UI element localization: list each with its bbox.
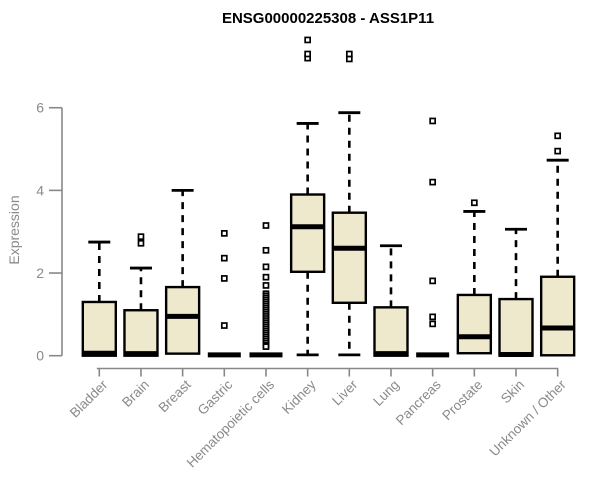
- x-tick-label: Unknown / Other: [487, 377, 570, 460]
- outlier-point: [345, 50, 353, 58]
- box-unknown-other: [539, 275, 576, 357]
- y-tick-label: 4: [36, 182, 44, 198]
- box-liver: [331, 211, 368, 304]
- x-tick-label: Kidney: [279, 377, 319, 417]
- chart-title: ENSG00000225308 - ASS1P11: [221, 10, 435, 27]
- outlier-point: [137, 233, 145, 241]
- y-tick-label: 0: [36, 348, 44, 364]
- x-tick-label: Gastric: [195, 377, 236, 418]
- x-tick-label: Bladder: [67, 377, 111, 421]
- outlier-point: [429, 178, 437, 186]
- outlier-point: [429, 277, 437, 285]
- outlier-point: [220, 230, 228, 237]
- outlier-point: [554, 132, 562, 140]
- outlier-point: [429, 117, 437, 125]
- outlier-point: [137, 239, 145, 247]
- x-tick-label: Breast: [156, 377, 194, 415]
- outlier-point: [262, 282, 270, 289]
- outlier-point: [262, 246, 270, 254]
- outlier-point: [470, 199, 478, 207]
- box-brain: [123, 309, 159, 357]
- box-lung: [373, 306, 409, 357]
- box-kidney: [289, 193, 326, 274]
- outlier-point: [304, 36, 311, 44]
- outlier-point: [304, 50, 311, 58]
- y-tick-label: 2: [36, 265, 44, 281]
- outlier-point: [262, 263, 270, 271]
- box-bladder: [81, 300, 118, 357]
- x-tick-label: Brain: [119, 377, 152, 410]
- outlier-point: [220, 322, 228, 329]
- x-tick-label: Pancreas: [393, 377, 444, 428]
- outlier-point: [262, 222, 270, 229]
- box-skin: [498, 297, 534, 357]
- y-tick-label: 6: [36, 100, 44, 116]
- outlier-point: [554, 147, 562, 155]
- outlier-point: [262, 343, 270, 350]
- outlier-point: [220, 254, 228, 262]
- outlier-point: [220, 275, 228, 282]
- x-tick-label: Prostate: [439, 377, 485, 423]
- box-prostate: [456, 293, 493, 355]
- box-breast: [164, 285, 201, 355]
- x-tick-label: Lung: [370, 377, 402, 409]
- outlier-point: [429, 320, 437, 328]
- x-tick-label: Skin: [498, 377, 527, 406]
- outlier-point: [429, 313, 437, 321]
- x-tick-label: Liver: [329, 377, 361, 409]
- outlier-point: [262, 273, 270, 281]
